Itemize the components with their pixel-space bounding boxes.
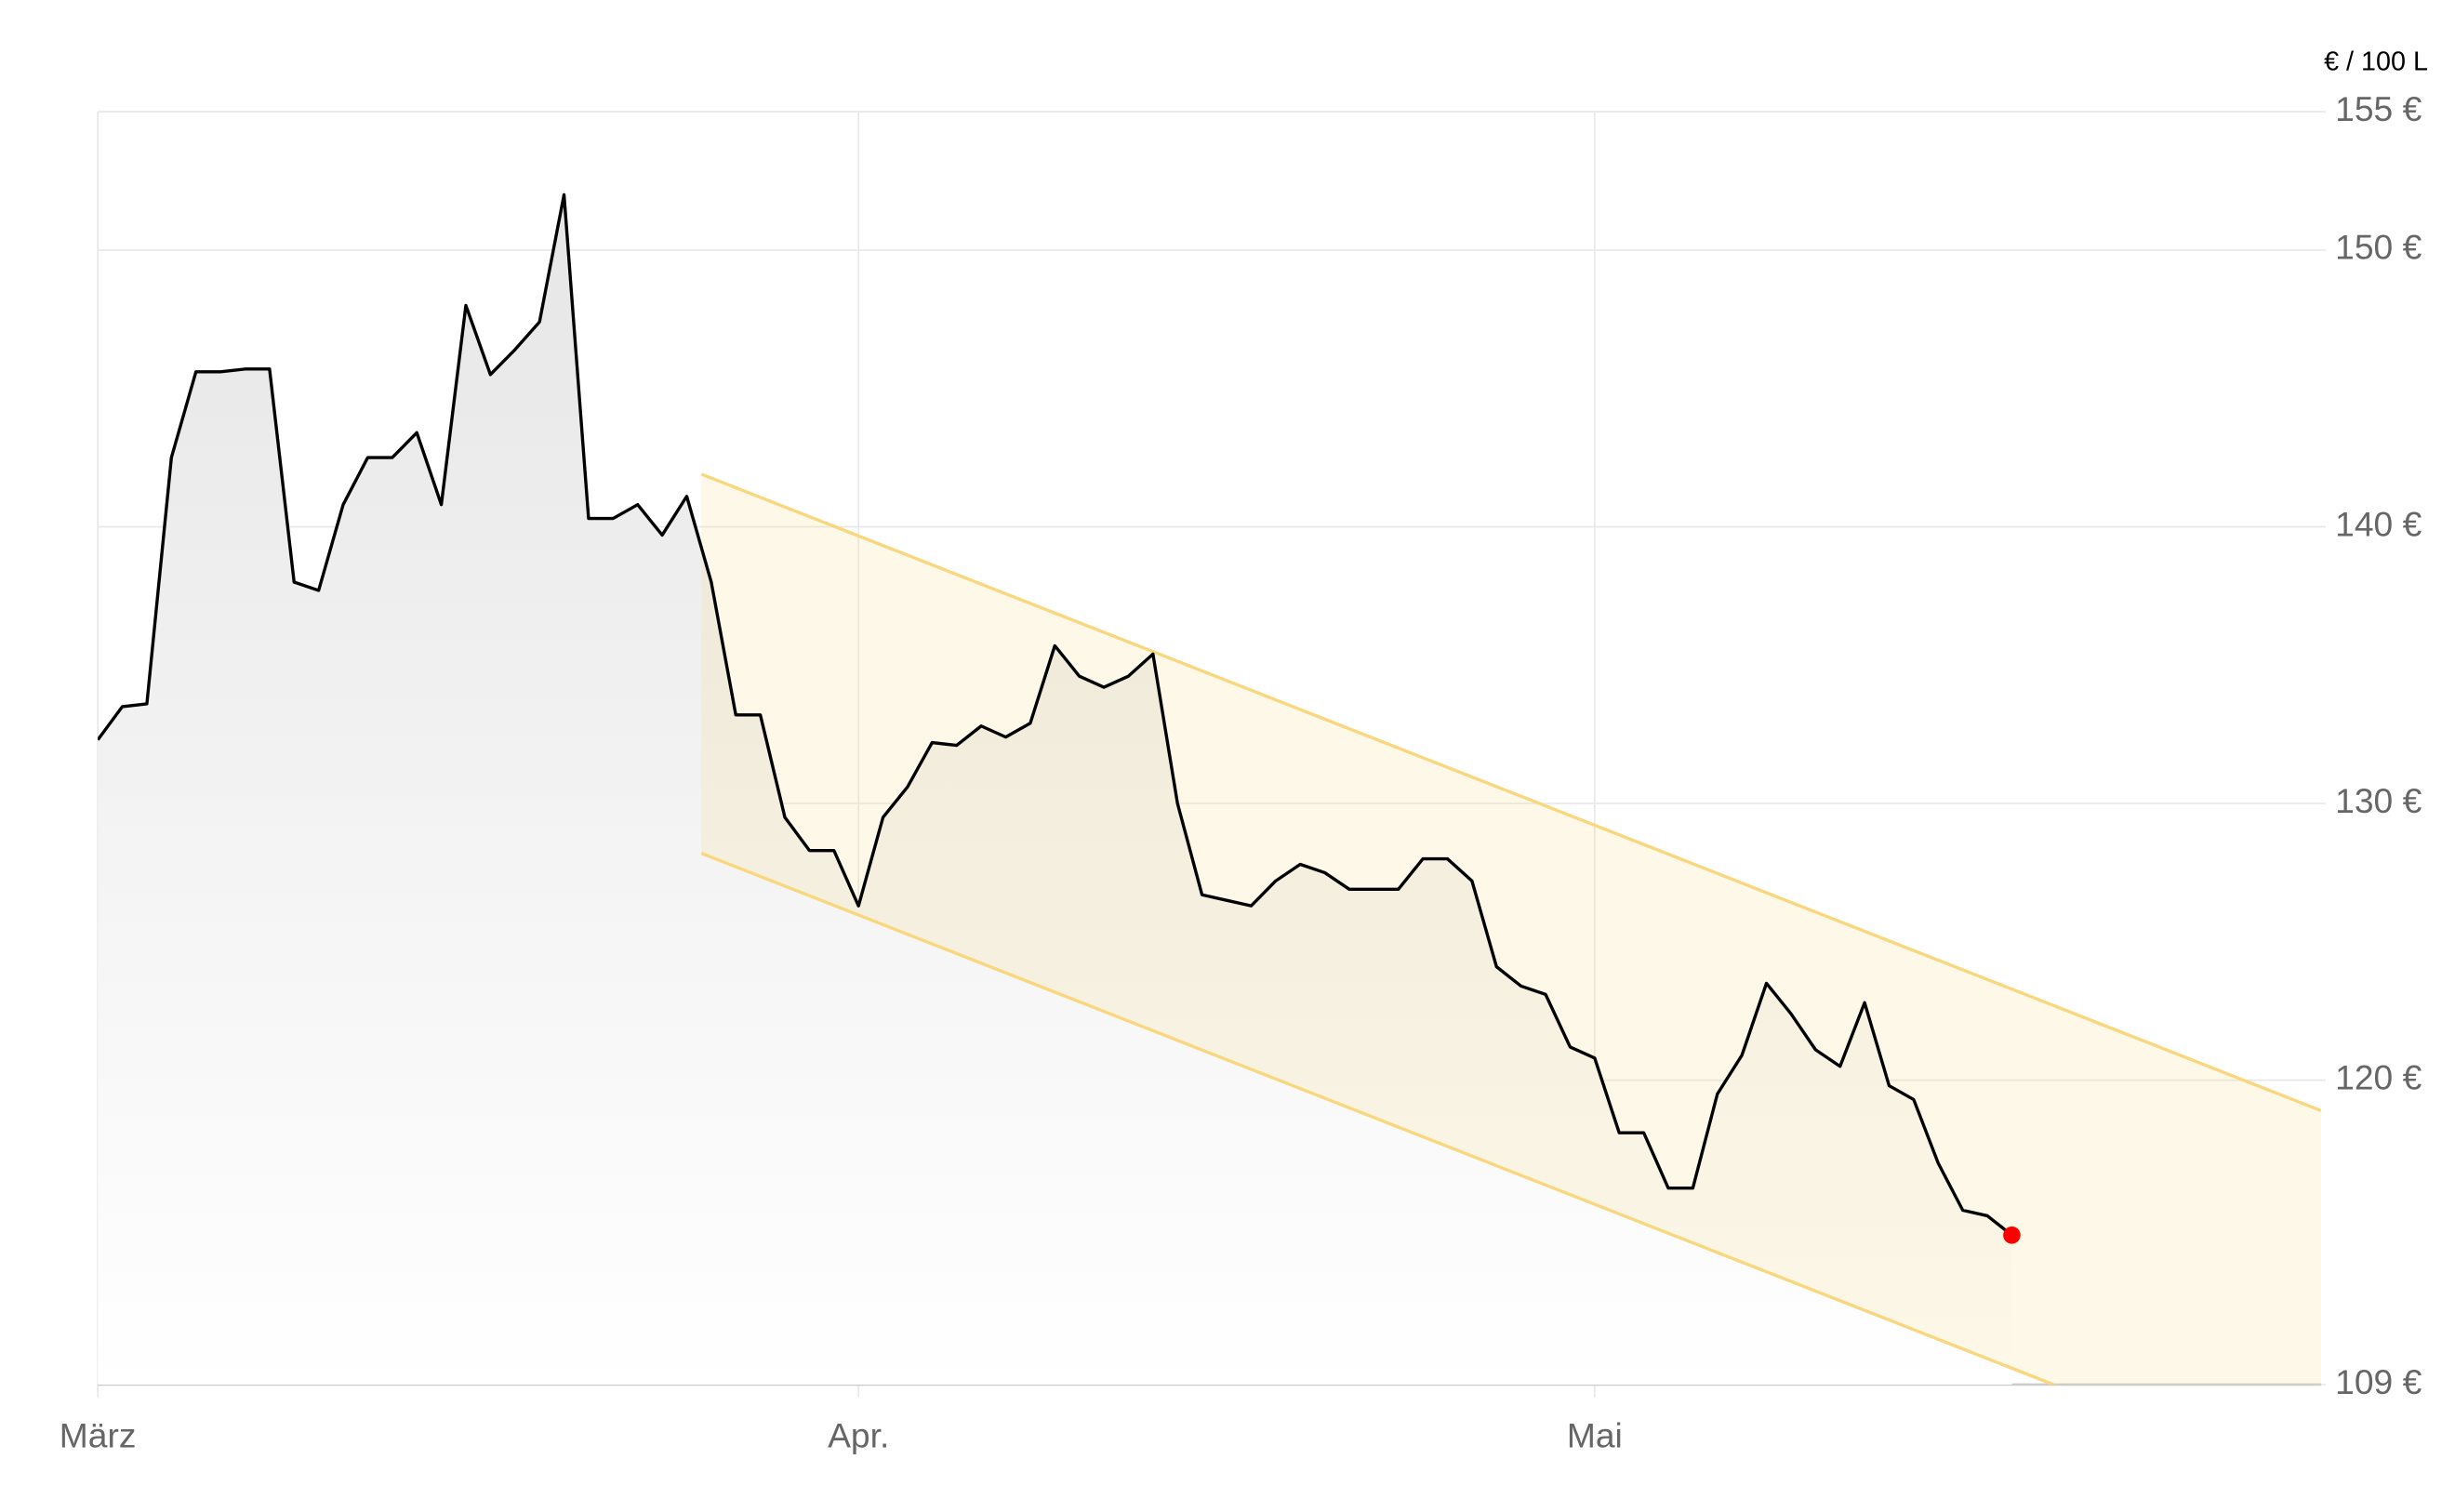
channel-upper xyxy=(700,472,2321,1112)
last-point xyxy=(2003,1226,2021,1244)
area-fill xyxy=(98,194,2012,1385)
y-tick-label: 120 € xyxy=(2335,1057,2422,1096)
x-tick-label: Apr. xyxy=(828,1415,889,1454)
x-tick-label: Mai xyxy=(1567,1415,1623,1454)
channel-fill xyxy=(701,473,2321,1385)
channel-lower xyxy=(700,852,2058,1385)
x-tick-label: März xyxy=(60,1415,137,1454)
price-line xyxy=(98,192,2013,1237)
plot-area xyxy=(98,192,2321,1385)
unit-label: € / 100 L xyxy=(2324,46,2428,76)
y-tick-label: 150 € xyxy=(2335,228,2422,267)
y-tick-label: 130 € xyxy=(2335,781,2422,820)
y-tick-label: 140 € xyxy=(2335,504,2422,543)
y-tick-label: 155 € xyxy=(2335,89,2422,128)
y-tick-label: 109 € xyxy=(2335,1362,2422,1401)
